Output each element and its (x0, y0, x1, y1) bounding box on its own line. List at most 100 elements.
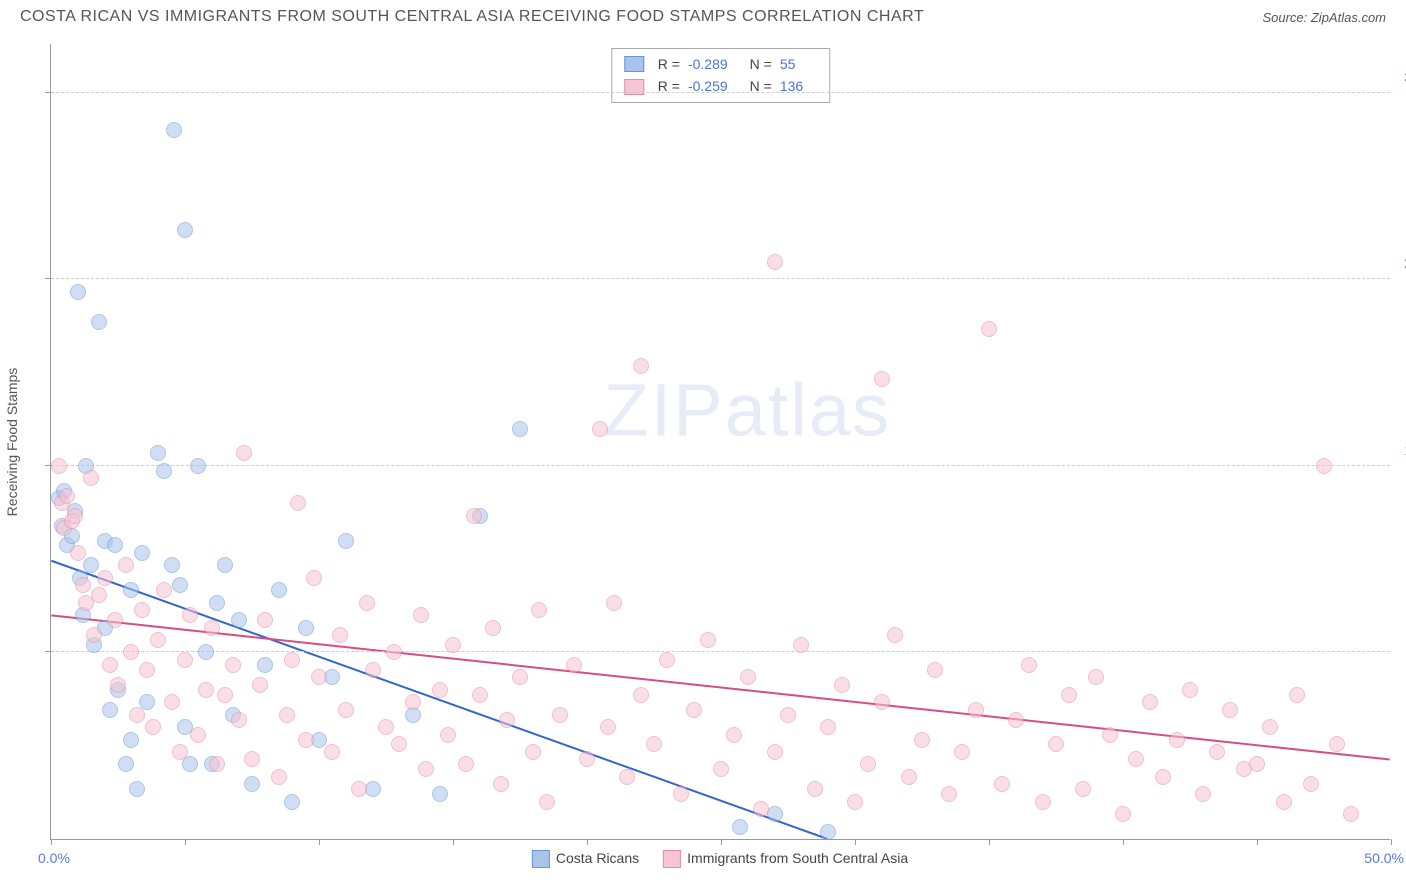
data-point (271, 582, 287, 598)
data-point (172, 577, 188, 593)
data-point (118, 557, 134, 573)
n-value: 136 (780, 75, 803, 97)
data-point (359, 595, 375, 611)
legend-label: Immigrants from South Central Asia (687, 850, 908, 866)
data-point (566, 657, 582, 673)
plot-area: ZIPatlas R =-0.289N =55R =-0.259N =136 7… (50, 44, 1390, 840)
r-label: R = (658, 53, 680, 75)
data-point (91, 314, 107, 330)
data-point (1128, 751, 1144, 767)
data-point (413, 607, 429, 623)
data-point (1222, 702, 1238, 718)
legend-swatch (663, 850, 681, 868)
gridline (51, 92, 1390, 93)
data-point (646, 736, 662, 752)
data-point (257, 657, 273, 673)
data-point (177, 652, 193, 668)
data-point (1008, 712, 1024, 728)
data-point (633, 358, 649, 374)
legend-swatch (532, 850, 550, 868)
data-point (405, 694, 421, 710)
data-point (874, 371, 890, 387)
x-axis-min-label: 0.0% (38, 850, 70, 866)
n-value: 55 (780, 53, 796, 75)
data-point (767, 254, 783, 270)
data-point (1249, 756, 1265, 772)
data-point (432, 682, 448, 698)
data-point (941, 786, 957, 802)
data-point (606, 595, 622, 611)
data-point (279, 707, 295, 723)
data-point (156, 582, 172, 598)
gridline (51, 278, 1390, 279)
x-tick-mark (1123, 839, 1124, 845)
data-point (466, 508, 482, 524)
data-point (198, 682, 214, 698)
data-point (306, 570, 322, 586)
data-point (793, 637, 809, 653)
data-point (290, 495, 306, 511)
data-point (1182, 682, 1198, 698)
data-point (102, 702, 118, 718)
r-value: -0.259 (688, 75, 728, 97)
data-point (107, 537, 123, 553)
stat-row: R =-0.259N =136 (624, 75, 817, 97)
data-point (351, 781, 367, 797)
data-point (225, 657, 241, 673)
data-point (1329, 736, 1345, 752)
data-point (236, 445, 252, 461)
r-value: -0.289 (688, 53, 728, 75)
data-point (83, 557, 99, 573)
data-point (204, 620, 220, 636)
data-point (1035, 794, 1051, 810)
data-point (633, 687, 649, 703)
data-point (338, 533, 354, 549)
data-point (156, 463, 172, 479)
data-point (217, 687, 233, 703)
data-point (1061, 687, 1077, 703)
data-point (123, 582, 139, 598)
data-point (311, 669, 327, 685)
data-point (847, 794, 863, 810)
data-point (123, 732, 139, 748)
data-point (472, 687, 488, 703)
data-point (1155, 769, 1171, 785)
chart-title: COSTA RICAN VS IMMIGRANTS FROM SOUTH CEN… (20, 8, 924, 26)
data-point (1021, 657, 1037, 673)
data-point (164, 694, 180, 710)
gridline (51, 465, 1390, 466)
data-point (217, 557, 233, 573)
data-point (600, 719, 616, 735)
data-point (59, 488, 75, 504)
data-point (182, 607, 198, 623)
x-tick-mark (721, 839, 722, 845)
y-tick-mark (45, 651, 51, 652)
n-label: N = (750, 53, 772, 75)
data-point (298, 620, 314, 636)
data-point (445, 637, 461, 653)
data-point (257, 612, 273, 628)
trend-lines (51, 44, 1390, 839)
data-point (740, 669, 756, 685)
y-axis-label: Receiving Food Stamps (4, 368, 20, 517)
data-point (732, 819, 748, 835)
data-point (298, 732, 314, 748)
data-point (110, 677, 126, 693)
data-point (166, 122, 182, 138)
data-point (981, 321, 997, 337)
data-point (150, 445, 166, 461)
data-point (51, 458, 67, 474)
source-label: Source: ZipAtlas.com (1262, 10, 1386, 25)
data-point (927, 662, 943, 678)
data-point (1303, 776, 1319, 792)
data-point (820, 824, 836, 840)
data-point (391, 736, 407, 752)
data-point (493, 776, 509, 792)
x-tick-mark (453, 839, 454, 845)
x-tick-mark (51, 839, 52, 845)
legend-swatch (624, 56, 644, 72)
data-point (70, 545, 86, 561)
data-point (418, 761, 434, 777)
data-point (901, 769, 917, 785)
data-point (365, 662, 381, 678)
